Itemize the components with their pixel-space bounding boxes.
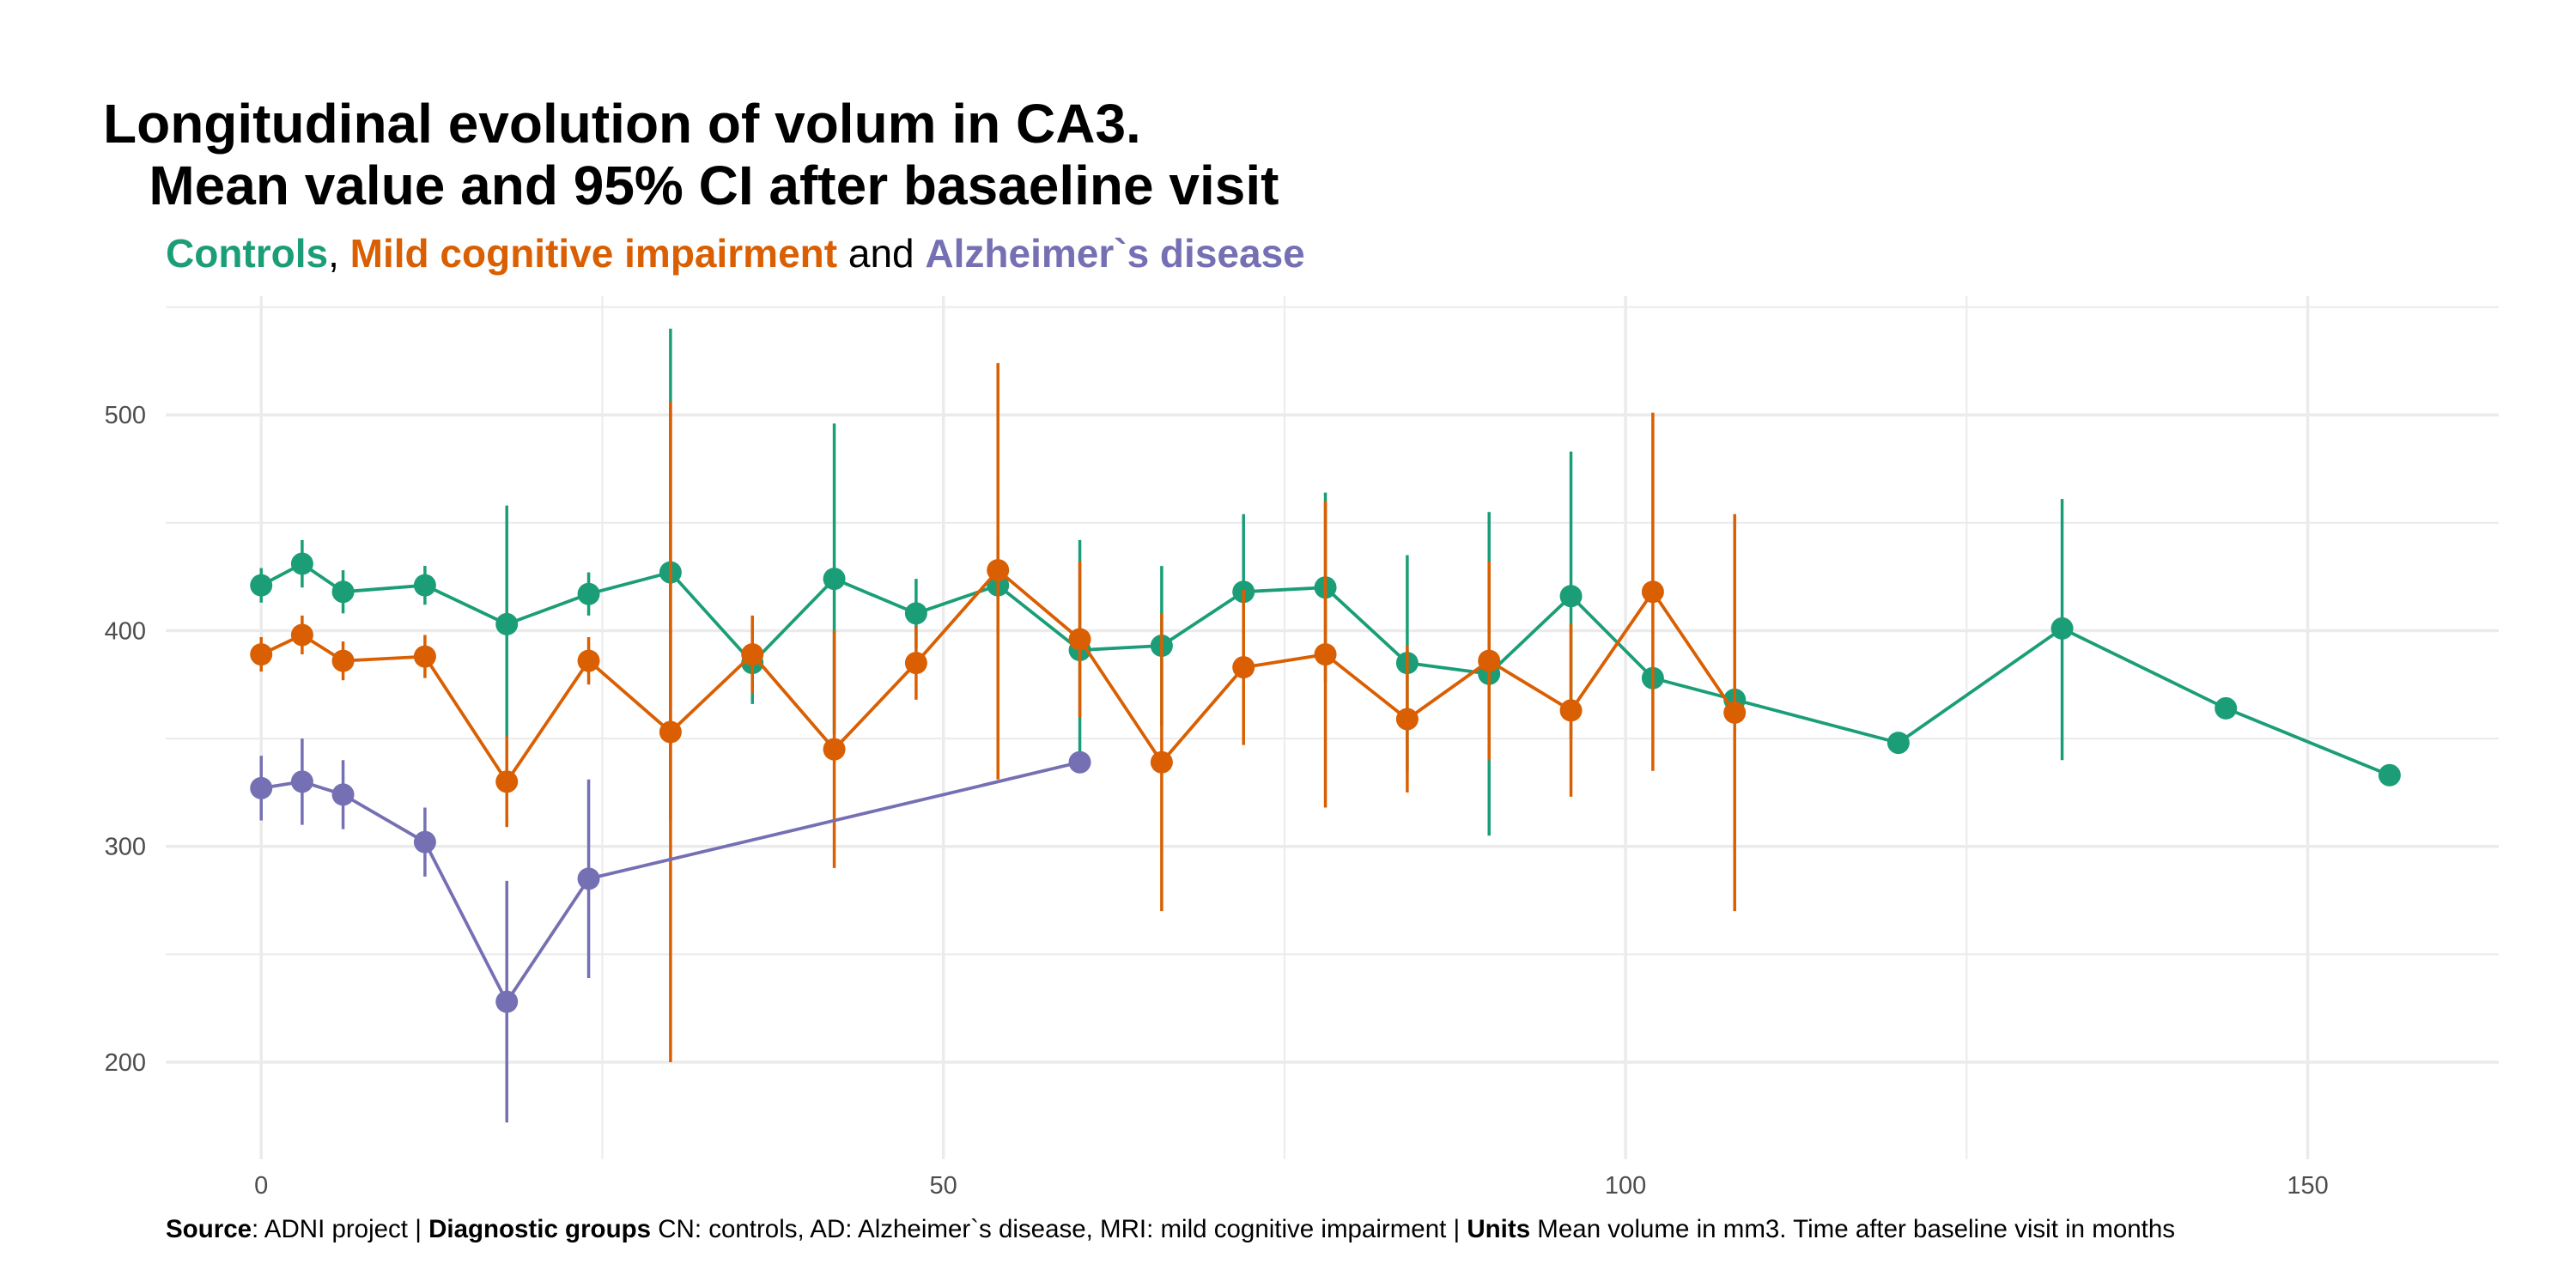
data-point-mci <box>904 652 927 675</box>
y-tick-label: 400 <box>105 617 146 645</box>
data-point-ad <box>331 783 355 806</box>
data-point-cn <box>577 582 600 605</box>
chart-subtitle: Controls, Mild cognitive impairment and … <box>166 230 1305 276</box>
data-point-mci <box>290 623 313 647</box>
data-point-cn <box>823 568 846 591</box>
data-point-mci <box>413 645 436 668</box>
subtitle-ad-label: Alzheimer`s disease <box>925 231 1305 276</box>
caption-units-text: Mean volume in mm3. Time after baseline … <box>1530 1215 2176 1243</box>
subtitle-controls-label: Controls <box>166 231 329 276</box>
caption-source-text: : ADNI project | <box>252 1215 429 1243</box>
subtitle-separator: and <box>837 231 926 276</box>
data-point-mci <box>1641 580 1664 604</box>
data-point-cn <box>250 574 273 597</box>
data-point-mci <box>1150 750 1173 774</box>
data-point-mci <box>495 770 519 793</box>
data-point-mci <box>1395 708 1419 731</box>
series <box>250 328 2401 1123</box>
data-point-ad <box>413 830 436 854</box>
subtitle-separator: , <box>328 231 350 276</box>
data-point-mci <box>331 649 355 672</box>
data-point-mci <box>250 643 273 666</box>
series-ad <box>250 738 1091 1123</box>
data-point-ad <box>495 990 519 1013</box>
series-line-mci <box>260 568 1736 784</box>
y-tick-label: 200 <box>105 1049 146 1077</box>
data-point-cn <box>1559 585 1583 608</box>
data-point-cn <box>904 602 927 625</box>
data-point-cn <box>2215 696 2238 720</box>
data-point-mci <box>1232 656 1255 679</box>
data-point-ad <box>250 776 273 799</box>
data-point-mci <box>1559 699 1583 722</box>
subtitle-mci-label: Mild cognitive impairment <box>349 231 838 276</box>
data-point-cn <box>2378 763 2401 787</box>
data-point-mci <box>577 649 600 672</box>
data-point-mci <box>1723 701 1747 724</box>
data-point-ad <box>577 867 600 890</box>
data-point-ad <box>1068 750 1091 774</box>
y-tick-label: 500 <box>105 402 146 429</box>
data-point-mci <box>987 559 1010 582</box>
x-tick-label: 150 <box>2287 1172 2328 1200</box>
data-point-cn <box>1886 732 1910 755</box>
series-mci <box>250 362 1747 1062</box>
y-tick-label: 300 <box>105 834 146 861</box>
data-point-cn <box>290 552 313 575</box>
data-point-cn <box>2050 617 2074 640</box>
caption-source-label: Source <box>166 1215 252 1243</box>
x-tick-label: 50 <box>930 1172 957 1200</box>
data-point-mci <box>1314 643 1337 666</box>
data-point-cn <box>331 580 355 604</box>
data-point-mci <box>823 738 846 761</box>
x-tick-label: 100 <box>1605 1172 1646 1200</box>
data-point-mci <box>659 720 682 744</box>
grid <box>166 296 2499 1159</box>
data-point-cn <box>495 612 519 635</box>
data-point-mci <box>1068 628 1091 651</box>
data-point-cn <box>413 574 436 597</box>
data-point-mci <box>741 643 764 666</box>
caption-units-label: Units <box>1467 1215 1531 1243</box>
data-point-mci <box>1478 649 1501 672</box>
chart-caption: Source: ADNI project | Diagnostic groups… <box>166 1215 2175 1244</box>
axes: 0 50 100 150 200 300 400 500 <box>105 402 2329 1200</box>
data-point-ad <box>290 770 313 793</box>
series-line-cn <box>260 562 2391 777</box>
chart-title: Longitudinal evolution of volum in CA3. … <box>103 93 1279 216</box>
x-tick-label: 0 <box>254 1172 268 1200</box>
caption-groups-label: Diagnostic groups <box>428 1215 652 1243</box>
caption-groups-text: CN: controls, AD: Alzheimer`s disease, M… <box>651 1215 1467 1243</box>
